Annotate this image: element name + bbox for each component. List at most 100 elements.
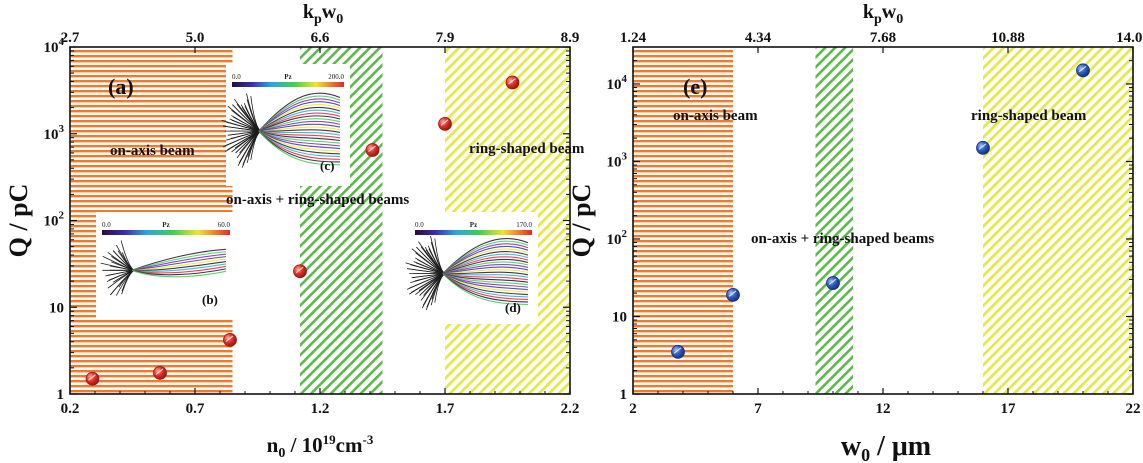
y-tick-base: 10 — [44, 127, 59, 143]
trajectory-strand-colored — [442, 266, 529, 275]
x-title-sub: 0 — [861, 445, 870, 463]
trajectory-strand-colored — [258, 126, 341, 132]
trajectory-strand-colored — [131, 260, 227, 271]
inset-d: 0.0 Pz 170.0 (d) — [405, 212, 538, 324]
data-point — [505, 75, 520, 90]
colorbar-title: Pz — [470, 221, 477, 229]
colorbar — [232, 82, 344, 87]
x-title-unit: cm — [336, 433, 363, 457]
data-point — [223, 333, 237, 347]
colorbar-min-label: 0.0 — [232, 73, 241, 81]
top-axis-title: kpw0 — [863, 1, 903, 27]
shaded-regions — [633, 47, 1133, 394]
data-point — [826, 276, 840, 290]
trajectory-strand-colored — [258, 130, 341, 136]
y-tick-base: 10 — [607, 232, 622, 248]
annotation-label: on-axis + ring-shaped beams — [226, 192, 409, 208]
x-title-rest: / 10 — [285, 433, 322, 457]
data-point-highlight — [225, 335, 234, 342]
top-tick-label: 4.34 — [745, 30, 772, 46]
trajectory-strand-colored — [258, 129, 341, 133]
trajectory-strand-colored — [442, 261, 529, 275]
x-tick-label: 1.2 — [311, 401, 330, 417]
data-point-highlight — [828, 278, 837, 286]
x-title-rest: / μm — [870, 431, 931, 462]
data-point-highlight — [673, 347, 682, 354]
trajectory-strand-colored — [442, 269, 529, 275]
x-title-w: w — [841, 431, 862, 462]
trajectory-strand-colored — [131, 248, 227, 271]
top-tick-label: 7.68 — [870, 30, 896, 46]
top-axis-title: kpw0 — [303, 1, 343, 27]
y-axis-title: Q / pC — [4, 184, 33, 258]
x-axis-title: n0 / 1019cm-3 — [267, 432, 374, 461]
panel-label: (e) — [683, 74, 707, 99]
top-title-w: w — [322, 1, 337, 23]
x-title-unit-sup: -3 — [363, 432, 374, 447]
top-tick-label: 10.88 — [991, 30, 1025, 46]
annotation-label: on-axis beam — [673, 108, 758, 124]
y-tick-label: 102 — [607, 228, 628, 248]
colorbar-max-label: 60.0 — [218, 221, 231, 229]
x-title-sup: 19 — [323, 432, 337, 447]
trajectory-strand-colored — [131, 269, 227, 278]
trajectory-strand-colored — [442, 273, 529, 283]
y-tick-exponent: 4 — [59, 36, 65, 48]
annotation-label: ring-shaped beam — [971, 108, 1087, 124]
trajectory-strand-colored — [258, 130, 341, 150]
trajectory-strand-colored — [258, 118, 341, 132]
trajectory-strand-colored — [131, 258, 227, 271]
x-tick-label: 12 — [876, 401, 891, 417]
colorbar — [102, 230, 230, 235]
x-ticks: 0.2 0.7 1.2 1.7 2.2 — [61, 47, 580, 417]
y-tick-exponent: 4 — [622, 73, 628, 85]
annotation-label: ring-shaped beam — [469, 141, 585, 157]
data-points — [671, 63, 1090, 359]
x-tick-label: 2 — [629, 401, 637, 417]
trajectory-strand-colored — [258, 130, 341, 144]
trajectory-strand-colored — [131, 263, 227, 272]
data-point — [671, 344, 685, 359]
top-ticks: 1.24 4.34 7.68 10.88 14.08 — [620, 30, 1143, 46]
y-tick-base: 10 — [607, 154, 622, 170]
top-tick-label: 7.9 — [436, 30, 455, 46]
data-point — [438, 116, 452, 131]
y-tick-label: 10 — [612, 309, 627, 325]
y-tick-base: 10 — [612, 309, 627, 325]
trajectory-strand-colored — [442, 248, 529, 275]
trajectory-strand-colored — [442, 273, 529, 286]
data-points — [85, 75, 520, 386]
inset-b: 0.0 Pz 60.0 (b) — [96, 212, 236, 318]
annotation-label: on-axis + ring-shaped beams — [751, 231, 934, 247]
data-point — [85, 371, 100, 386]
y-tick-label: 102 — [44, 210, 65, 230]
trajectory-strand-colored — [258, 130, 341, 166]
inset-label: (d) — [505, 300, 521, 315]
data-point-highlight — [728, 290, 737, 297]
trajectory-strand-colored — [258, 123, 341, 132]
y-tick-exponent: 2 — [59, 210, 65, 222]
data-point-highlight — [88, 374, 96, 381]
top-ticks: 2.7 5.0 6.6 7.9 8.9 — [61, 30, 580, 46]
data-point — [365, 143, 380, 157]
panel-a: 0.0 Pz 60.0(b)0.0 Pz 200.0(c)0.0 Pz 170.0(d)0.… — [4, 1, 585, 461]
region-orange — [633, 47, 733, 394]
trajectory-strand-colored — [258, 112, 341, 132]
data-point — [976, 140, 990, 155]
y-tick-base: 10 — [607, 77, 622, 93]
trajectory-strand-colored — [258, 130, 341, 142]
top-title-k: k — [303, 1, 315, 23]
trajectory-strand-colored — [442, 258, 529, 275]
data-point — [1076, 63, 1090, 78]
top-title-k: k — [863, 1, 875, 23]
x-tick-label: 7 — [754, 401, 762, 417]
y-tick-base: 10 — [49, 300, 64, 316]
y-tick-exponent: 3 — [59, 123, 65, 135]
y-tick-label: 104 — [607, 73, 628, 93]
top-tick-label: 2.7 — [61, 30, 80, 46]
data-point-highlight — [1078, 65, 1087, 73]
y-tick-base: 10 — [44, 40, 59, 56]
x-tick-label: 2.2 — [561, 401, 580, 417]
region-yellow — [983, 47, 1133, 394]
